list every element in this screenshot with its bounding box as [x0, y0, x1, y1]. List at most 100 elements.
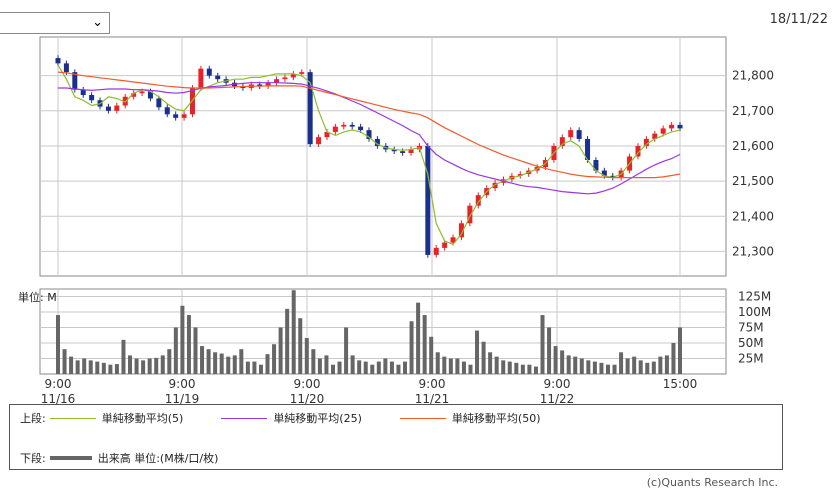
volume-bar [304, 338, 309, 374]
volume-bar [160, 355, 165, 374]
chevron-down-icon[interactable]: ⌄ [92, 15, 103, 30]
x-tick-time-label: 15:00 [663, 377, 698, 391]
volume-bar [291, 290, 296, 374]
volume-bar [350, 355, 355, 374]
volume-bar [213, 352, 218, 374]
volume-bar [108, 364, 113, 374]
volume-bar [547, 327, 552, 374]
ma25-line-swatch [221, 417, 268, 419]
candle-body [173, 114, 179, 118]
volume-bar [605, 364, 610, 374]
volume-bar [272, 344, 277, 374]
candle-body [358, 126, 364, 131]
volume-bar [468, 364, 473, 374]
volume-tick-label: 100M [738, 305, 771, 319]
candle-body [257, 84, 263, 87]
legend-ma5-label: 単純移動平均(5) [101, 412, 184, 425]
candle-body [669, 124, 675, 129]
volume-bar [481, 341, 486, 374]
candle-body [610, 175, 616, 178]
volume-bar [520, 364, 525, 374]
candle-body [442, 242, 448, 248]
candle-body [391, 149, 397, 152]
price-plot-frame [39, 36, 727, 277]
volume-bar [651, 361, 656, 374]
candle-body [635, 145, 641, 157]
volume-bar [560, 350, 565, 374]
volume-bar [599, 362, 604, 374]
volume-bar [62, 349, 67, 374]
candle-body [568, 130, 574, 138]
candle-body [164, 107, 170, 115]
volume-bar [245, 361, 250, 374]
copyright-text: (c)Quants Research Inc. [646, 476, 778, 489]
candle-body [332, 126, 338, 132]
volume-bar [494, 356, 499, 374]
candle-body [559, 137, 565, 146]
volume-bar [396, 364, 401, 374]
volume-bar [619, 352, 624, 374]
x-tick-time-label: 9:00 [45, 377, 72, 391]
volume-bar [383, 358, 388, 374]
volume-tick-label: 25M [738, 351, 764, 365]
candle-body [458, 223, 464, 238]
candle-body [198, 68, 204, 88]
volume-bar [75, 360, 80, 374]
volume-bar [285, 308, 290, 374]
candle-body [89, 94, 95, 101]
volume-bar [422, 315, 427, 374]
candle-body [433, 247, 439, 255]
ma50-line [57, 71, 681, 179]
volume-bar [376, 361, 381, 374]
ma5-line-swatch [49, 417, 96, 419]
candle-body [156, 98, 162, 108]
volume-bar [252, 361, 257, 374]
ma50-line-swatch [399, 417, 446, 419]
candle-body [55, 58, 61, 64]
volume-bar [200, 346, 205, 374]
candle-body [206, 68, 212, 76]
volume-bar [416, 302, 421, 374]
volume-bar [258, 364, 263, 374]
volume-bar [409, 321, 414, 374]
candle-body [475, 195, 481, 206]
legend-ma50: 単純移動平均(50) [398, 410, 541, 426]
volume-bar [232, 355, 237, 374]
candle-body [677, 124, 683, 129]
candle-body [349, 124, 355, 127]
candle-body [299, 72, 305, 74]
candle-body [215, 75, 221, 80]
volume-bar [645, 362, 650, 374]
volume-bar [186, 315, 191, 374]
volume-bar [442, 356, 447, 374]
volume-bar [527, 364, 532, 374]
candle-body [131, 93, 137, 97]
candle-body [80, 89, 86, 95]
volume-bar [638, 360, 643, 374]
volume-bar [330, 364, 335, 374]
volume-bar [324, 355, 329, 374]
candle-body [181, 114, 187, 118]
candle-body [307, 72, 313, 145]
candle-body [324, 131, 330, 138]
volume-bar [389, 361, 394, 374]
ma5-line [57, 64, 681, 246]
volume-bar [311, 349, 316, 374]
legend-upper-label: 上段: [20, 412, 46, 425]
price-tick-label: 21,500 [732, 174, 774, 188]
volume-bar [193, 327, 198, 374]
candle-body [652, 133, 658, 139]
volume-panel-label: 単位: M [18, 290, 57, 304]
ma25-line [58, 82, 681, 195]
volume-bar [586, 360, 591, 374]
candle-body [139, 91, 145, 94]
period-select[interactable]: ⌄ [0, 12, 110, 34]
volume-bar [337, 361, 342, 374]
volume-bar [501, 360, 506, 374]
candle-body [660, 128, 666, 134]
volume-bar [488, 352, 493, 374]
volume-bar [88, 360, 93, 374]
volume-bar [317, 358, 322, 374]
volume-bar [461, 361, 466, 374]
volume-bar [579, 358, 584, 374]
